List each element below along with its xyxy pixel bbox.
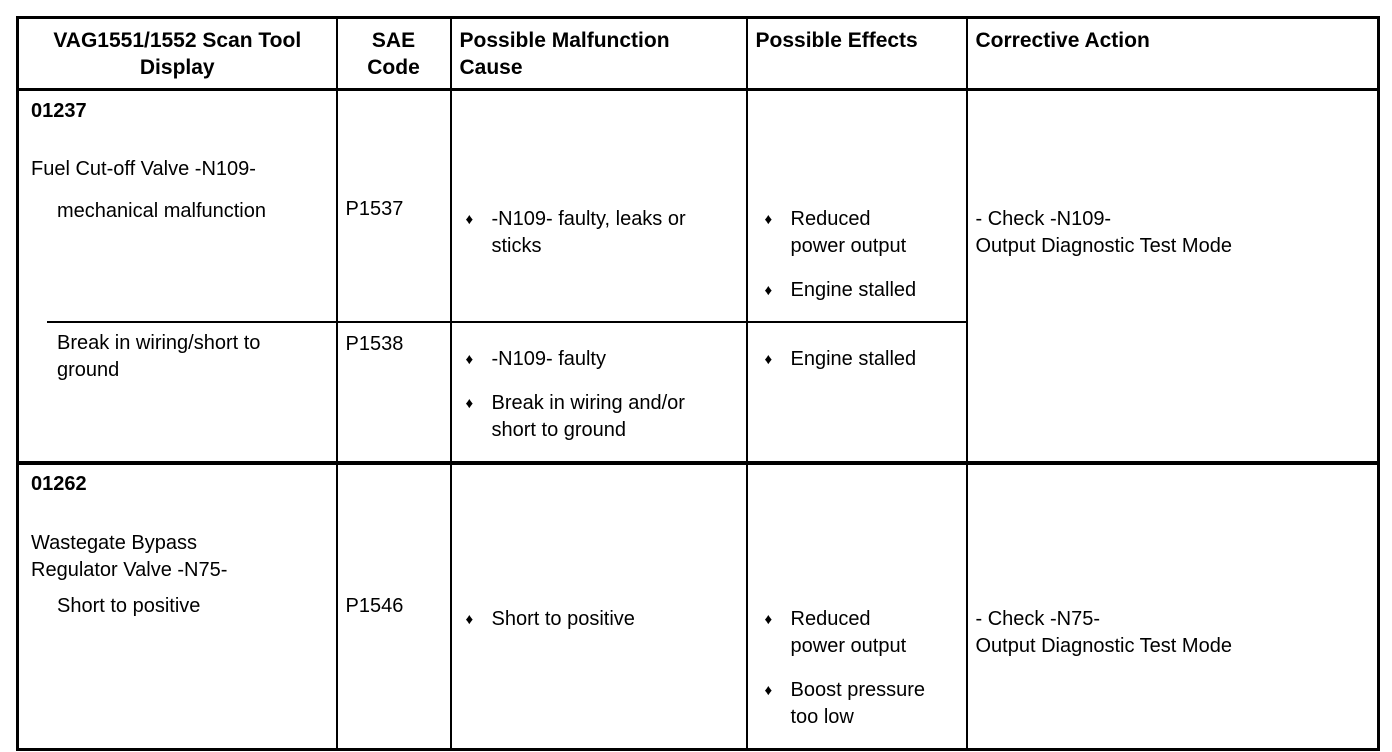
- cause-item: ♦ -N109- faulty, leaks or sticks: [466, 206, 746, 260]
- col-header-malfunction-cause: Possible Malfunction Cause: [449, 16, 748, 91]
- cell-corrective-action-n109: - Check -N109- Output Diagnostic Test Mo…: [965, 88, 1380, 464]
- diamond-bullet-icon: ♦: [764, 351, 773, 368]
- col-header-scan-tool-display: VAG1551/1552 Scan Tool Display: [16, 16, 338, 91]
- cell-sae-p1546: P1546: [335, 461, 452, 751]
- diamond-bullet-icon: ♦: [764, 211, 773, 228]
- diamond-bullet-icon: ♦: [764, 682, 773, 699]
- manual-page: VAG1551/1552 Scan Tool Display SAE Code …: [16, 16, 1380, 751]
- col-header-sae-code: SAE Code: [335, 16, 452, 91]
- effect-item: ♦ Reduced power output: [765, 206, 966, 260]
- effect-item: ♦ Engine stalled: [765, 346, 966, 373]
- table-row-01237-p1538: Break in wiring/short to ground P1538 ♦ …: [16, 321, 1379, 464]
- corrective-action-text: - Check -N109- Output Diagnostic Test Mo…: [975, 208, 1232, 257]
- effect-text: Reduced power output: [790, 208, 907, 257]
- diamond-bullet-icon: ♦: [465, 611, 474, 628]
- effect-item: ♦ Reduced power output: [765, 606, 966, 660]
- effect-list: ♦ Engine stalled: [765, 346, 966, 373]
- cell-cause-p1538: ♦ -N109- faulty ♦ Break in wiring and/or…: [449, 321, 748, 464]
- cell-display-01237: 01237 Fuel Cut-off Valve -N109- mechanic…: [16, 88, 338, 322]
- component-name-n75: Wastegate Bypass Regulator Valve -N75-: [31, 532, 228, 581]
- effect-list: ♦ Reduced power output ♦ Engine stalled: [765, 206, 966, 304]
- cause-list: ♦ -N109- faulty, leaks or sticks: [466, 206, 746, 260]
- header-row: VAG1551/1552 Scan Tool Display SAE Code …: [16, 16, 1380, 91]
- cell-sae-p1537: P1537: [335, 88, 452, 323]
- diamond-bullet-icon: ♦: [465, 395, 474, 412]
- cell-display-01262: 01262 Wastegate Bypass Regulator Valve -…: [16, 461, 338, 751]
- sae-code-p1546: P1546: [345, 595, 404, 617]
- sae-code-p1537: P1537: [345, 198, 404, 220]
- cell-cause-p1546: ♦ Short to positive: [449, 461, 748, 751]
- cause-text: -N109- faulty: [491, 348, 607, 370]
- condition-break-in-wiring: Break in wiring/short to ground: [57, 332, 261, 381]
- inset-divider: [47, 321, 336, 323]
- col-header-corrective-action: Corrective Action: [965, 16, 1380, 91]
- effect-list: ♦ Reduced power output ♦ Boost pressure …: [765, 606, 966, 731]
- cause-text: Short to positive: [491, 608, 635, 630]
- sae-code-p1538: P1538: [345, 333, 404, 355]
- col-header-possible-effects: Possible Effects: [745, 16, 968, 91]
- cell-corrective-action-n75: - Check -N75- Output Diagnostic Test Mod…: [965, 461, 1380, 751]
- dtc-table: VAG1551/1552 Scan Tool Display SAE Code …: [16, 16, 1380, 751]
- cell-cause-p1537: ♦ -N109- faulty, leaks or sticks: [449, 88, 748, 323]
- fault-code-01237: 01237: [31, 100, 87, 122]
- effect-text: Reduced power output: [790, 608, 907, 657]
- effect-item: ♦ Engine stalled: [765, 277, 966, 304]
- component-name-n109: Fuel Cut-off Valve -N109-: [31, 158, 256, 180]
- cause-item: ♦ Short to positive: [466, 606, 746, 633]
- diamond-bullet-icon: ♦: [764, 611, 773, 628]
- table-row-01262-p1546: 01262 Wastegate Bypass Regulator Valve -…: [16, 461, 1380, 751]
- diamond-bullet-icon: ♦: [465, 351, 474, 368]
- cause-text: Break in wiring and/or short to ground: [491, 392, 685, 441]
- diamond-bullet-icon: ♦: [465, 211, 474, 228]
- cause-list: ♦ -N109- faulty ♦ Break in wiring and/or…: [466, 346, 746, 444]
- effect-item: ♦ Boost pressure too low: [765, 677, 966, 731]
- effect-text: Boost pressure too low: [790, 679, 926, 728]
- cause-list: ♦ Short to positive: [466, 606, 746, 633]
- cell-display-p1538-condition: Break in wiring/short to ground: [16, 321, 338, 464]
- cause-item: ♦ Break in wiring and/or short to ground: [466, 390, 746, 444]
- cell-sae-p1538: P1538: [335, 321, 452, 464]
- condition-mechanical-malfunction: mechanical malfunction: [57, 200, 266, 222]
- effect-text: Engine stalled: [790, 348, 917, 370]
- cause-text: -N109- faulty, leaks or sticks: [491, 208, 686, 257]
- effect-text: Engine stalled: [790, 279, 917, 301]
- fault-code-01262: 01262: [31, 473, 87, 495]
- cause-item: ♦ -N109- faulty: [466, 346, 746, 373]
- cell-effects-p1537: ♦ Reduced power output ♦ Engine stalled: [745, 88, 968, 323]
- condition-short-to-positive: Short to positive: [57, 595, 201, 617]
- corrective-action-text: - Check -N75- Output Diagnostic Test Mod…: [975, 608, 1232, 657]
- cell-effects-p1546: ♦ Reduced power output ♦ Boost pressure …: [745, 461, 968, 751]
- cell-effects-p1538: ♦ Engine stalled: [745, 321, 968, 464]
- table-row-01237-p1537: 01237 Fuel Cut-off Valve -N109- mechanic…: [16, 88, 1380, 464]
- diamond-bullet-icon: ♦: [764, 282, 773, 299]
